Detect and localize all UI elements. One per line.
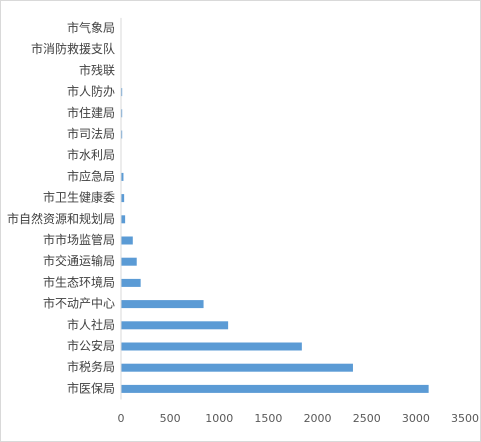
bars-group [121, 88, 429, 393]
category-label: 市人防办 [67, 84, 115, 99]
x-tick-label: 0 [118, 412, 125, 425]
category-label: 市残联 [79, 62, 115, 77]
x-tick-label: 500 [160, 412, 181, 425]
category-label: 市税务局 [67, 359, 115, 374]
category-label: 市司法局 [67, 126, 115, 141]
bar [121, 300, 204, 309]
category-labels: 市气象局市消防救援支队市残联市人防办市住建局市司法局市水利局市应急局市卫生健康委… [7, 20, 115, 395]
category-label: 市公安局 [67, 338, 115, 353]
bar [121, 384, 429, 393]
bar [121, 236, 133, 245]
category-label: 市气象局 [67, 20, 115, 35]
x-tick-label: 3500 [451, 412, 479, 425]
x-tick-label: 2500 [353, 412, 381, 425]
category-label: 市医保局 [67, 380, 115, 395]
category-label: 市不动产中心 [43, 296, 115, 311]
x-tick-label: 2000 [304, 412, 332, 425]
bar [121, 257, 137, 266]
bar [121, 321, 229, 330]
bar [121, 215, 126, 224]
bar [121, 130, 123, 139]
category-label: 市自然资源和规划局 [7, 211, 115, 226]
bar [121, 194, 125, 203]
category-label: 市应急局 [67, 168, 115, 183]
x-tick-labels: 0 500 1000 1500 2000 2500 3000 3500 [118, 412, 480, 425]
bar [121, 278, 141, 287]
bar [121, 109, 123, 118]
bar [121, 88, 123, 97]
category-label: 市人社局 [67, 317, 115, 332]
category-label: 市消防救援支队 [31, 41, 115, 56]
category-label: 市卫生健康委 [43, 190, 115, 205]
category-label: 市市场监管局 [43, 232, 115, 247]
x-tick-label: 3000 [402, 412, 430, 425]
category-label: 市交通运输局 [43, 253, 115, 268]
bar [121, 172, 124, 181]
bar [121, 342, 302, 351]
bar [121, 363, 353, 372]
category-label: 市住建局 [67, 105, 115, 120]
category-label: 市生态环境局 [43, 274, 115, 289]
category-label: 市水利局 [67, 147, 115, 162]
x-tick-label: 1500 [254, 412, 282, 425]
x-tick-label: 1000 [205, 412, 233, 425]
